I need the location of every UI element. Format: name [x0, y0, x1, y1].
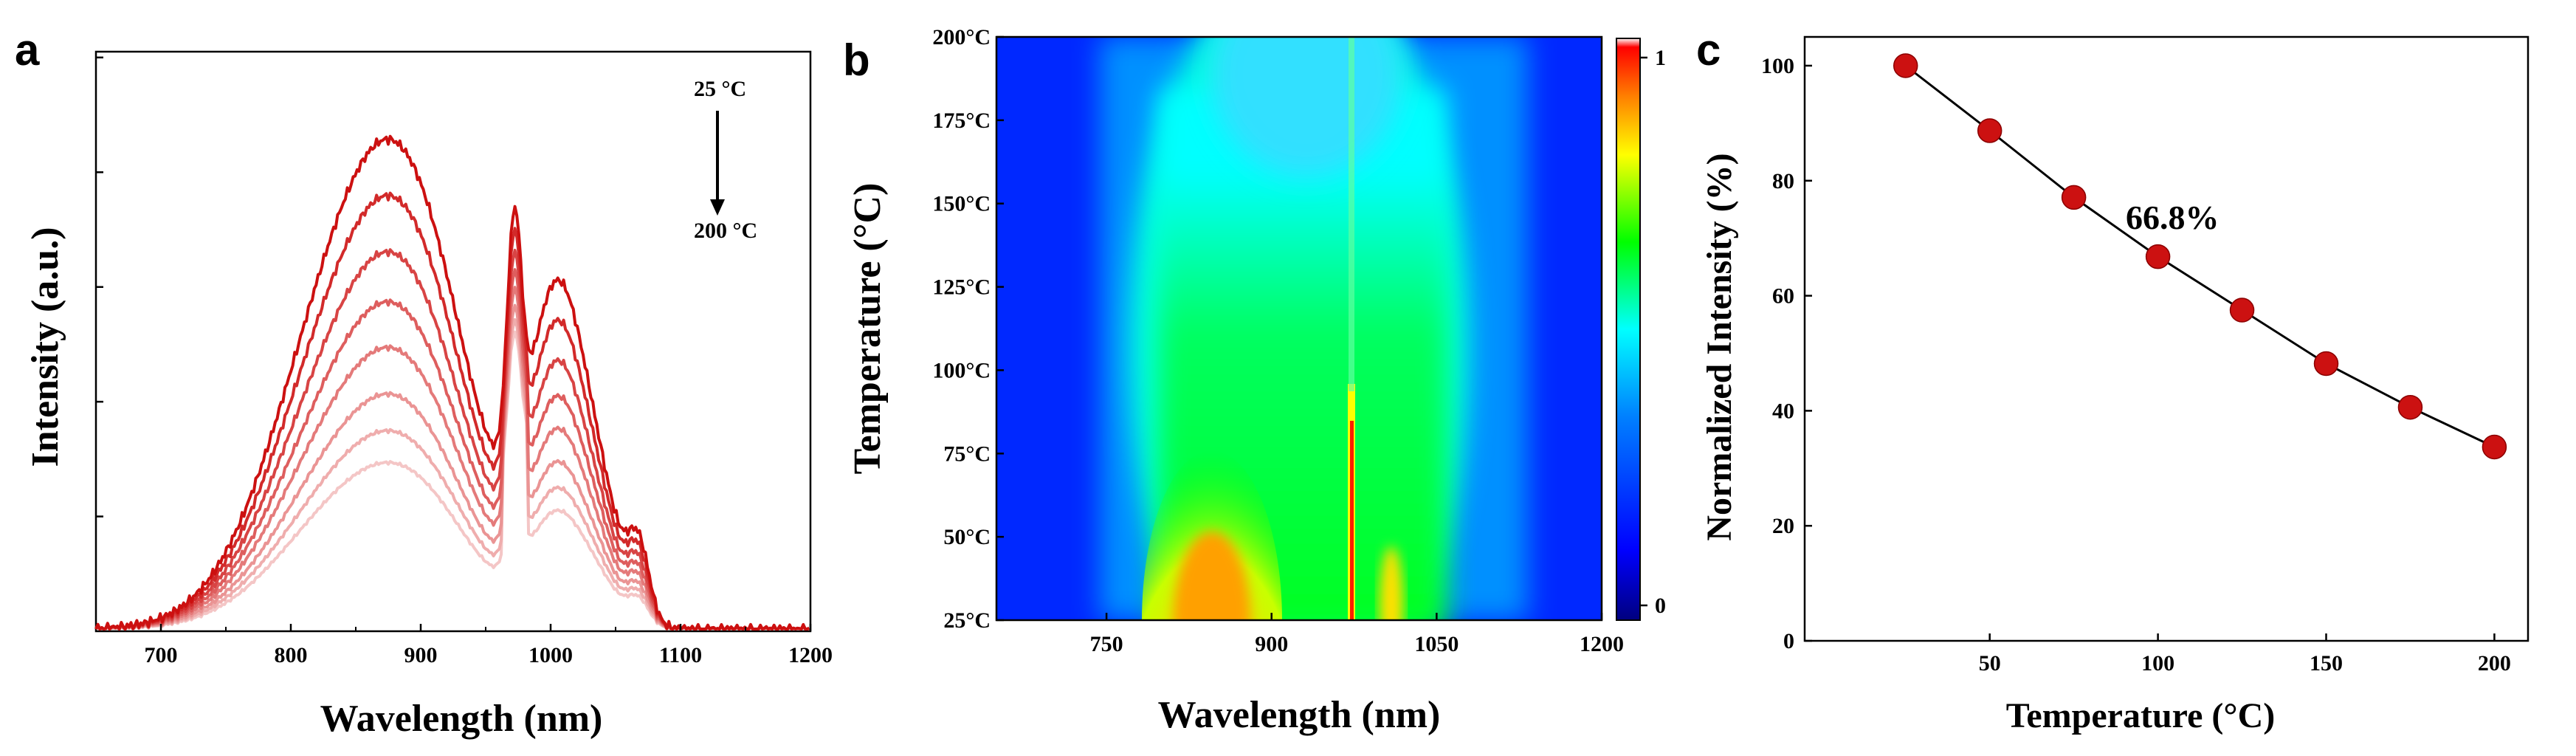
panel-b-x-tick-label-750: 750 — [1090, 632, 1123, 656]
panel-c-x-tick-label-100: 100 — [2141, 651, 2174, 676]
panel-a-x-tick-label-700: 700 — [145, 643, 178, 667]
panel-a-x-tick-label-800: 800 — [275, 643, 308, 667]
panel-a-series-group — [94, 134, 810, 630]
data-point-50 — [1977, 118, 2002, 143]
heatmap-hotspot-core — [1174, 532, 1250, 620]
panel-c-x-tick-label-150: 150 — [2310, 651, 2343, 676]
spectrum-line-100c — [94, 268, 810, 630]
panel-c-series-group — [1893, 53, 2507, 460]
panel-b-y-tick-label-7: 200°C — [932, 25, 991, 49]
panel-a-frame — [94, 50, 812, 633]
panel-b-x-tick-label-1050: 1050 — [1414, 632, 1459, 656]
panel-b-y-label: Temperature (°C) — [847, 183, 889, 475]
annotation-668: 66.8% — [2126, 199, 2219, 236]
heatmap-sharp-line-upper — [1349, 37, 1354, 391]
panel-b-y-tick-label-4: 125°C — [932, 275, 991, 300]
data-point-150 — [2313, 351, 2339, 377]
panel-b-y-tick-label-0: 25°C — [943, 608, 991, 633]
panel-b-y-tick-label-6: 175°C — [932, 109, 991, 133]
data-point-25 — [1893, 53, 1918, 78]
panel-c-frame — [1803, 35, 2529, 642]
panel-a-x-tick-label-1200: 1200 — [788, 643, 833, 667]
panel-c-x-label: Temperature (°C) — [2006, 696, 2275, 735]
panel-c-axes: 50 100 150 200 0 20 40 60 80 100 — [1761, 35, 2529, 676]
panel-b-y-tick-label-3: 100°C — [932, 358, 991, 382]
data-point-100 — [2145, 244, 2171, 269]
panel-c-x-tick-label-200: 200 — [2478, 651, 2511, 676]
panel-c-letter: c — [1696, 25, 1721, 75]
heatmap-side-peak — [1380, 546, 1403, 620]
panel-a-x-tick-label-1100: 1100 — [659, 643, 702, 667]
panel-b-x-label: Wavelength (nm) — [1158, 694, 1441, 736]
panel-a-axes — [94, 50, 812, 633]
heatmap-image — [996, 37, 1602, 620]
data-point-200 — [2482, 434, 2507, 460]
panel-c-y-tick-label-40: 40 — [1772, 399, 1794, 423]
panel-c-y-tick-label-80: 80 — [1772, 169, 1794, 193]
panel-b-x-tick-label-1200: 1200 — [1580, 632, 1624, 656]
colorbar-label-1: 1 — [1655, 46, 1666, 70]
panel-c-x-tick-label-50: 50 — [1979, 651, 2001, 676]
panel-a-x-label: Wavelength (nm) — [320, 698, 603, 740]
panel-a: a 700 800 900 1000 1100 1200 Wavelength (nm) … — [15, 25, 833, 740]
panel-a-x-tick-label-900: 900 — [404, 643, 438, 667]
normalized-intensity-line — [1904, 64, 2496, 448]
panel-c-y-tick-label-60: 60 — [1772, 284, 1794, 309]
panel-c: c 50 100 150 200 0 20 40 60 80 100 Temperature (°… — [1696, 25, 2529, 735]
panel-c-y-tick-label-0: 0 — [1783, 629, 1794, 653]
heatmap-sharp-line — [1350, 421, 1354, 620]
heatmap-frame — [995, 35, 1603, 622]
panel-a-x-tick-label-1000: 1000 — [528, 643, 573, 667]
spectrum-line-25c — [94, 134, 810, 630]
data-point-125 — [2229, 298, 2255, 323]
colorbar — [1616, 38, 1641, 621]
panel-c-y-label: Normalized Intensity (%) — [1700, 153, 1739, 540]
colorbar-label-0: 0 — [1655, 594, 1666, 618]
temperature-arrowhead — [710, 199, 725, 216]
annotation-25c: 25 °C — [694, 77, 746, 101]
panel-a-letter: a — [15, 25, 40, 75]
annotation-200c: 200 °C — [694, 219, 757, 243]
panel-b-letter: b — [843, 35, 870, 85]
data-point-175 — [2397, 394, 2423, 420]
panel-a-x-ticks: 700 800 900 1000 1100 1200 — [145, 624, 833, 667]
panel-c-y-tick-label-100: 100 — [1761, 54, 1794, 78]
panel-b-y-tick-label-5: 150°C — [932, 192, 991, 216]
panel-b-y-tick-label-2: 75°C — [943, 441, 991, 466]
spectrum-line-150c — [94, 303, 810, 630]
panel-b-x-tick-label-900: 900 — [1255, 632, 1288, 656]
panel-b: b 750 900 1050 1200 25°C 50°C 75°C 100°C 125°C 15… — [843, 25, 1666, 736]
panel-c-y-tick-label-20: 20 — [1772, 514, 1794, 538]
panel-a-y-label: Intensity (a.u.) — [24, 227, 66, 467]
panel-b-axes: 750 900 1050 1200 25°C 50°C 75°C 100°C 125°C 150°… — [932, 25, 1624, 656]
panel-b-y-tick-label-1: 50°C — [943, 525, 991, 549]
data-point-75 — [2061, 185, 2087, 210]
